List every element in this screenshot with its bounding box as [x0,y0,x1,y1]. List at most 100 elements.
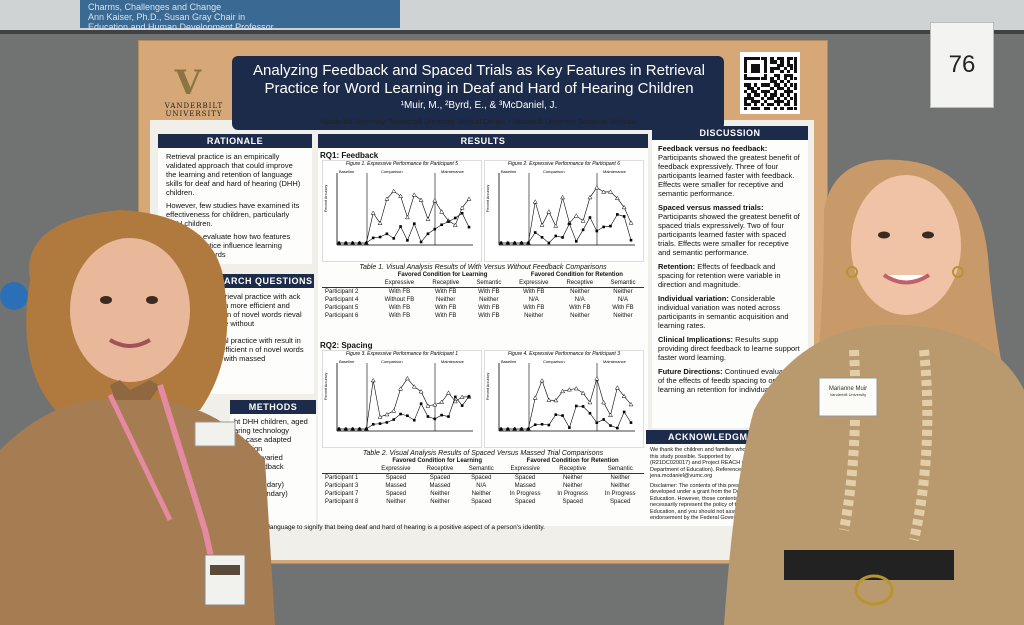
series-marker [446,390,451,395]
discussion-heading: DISCUSSION [652,126,808,140]
qr-module [767,90,771,94]
discussion-item-title: Retention: [658,262,696,271]
table-column-header: Receptive [418,465,462,474]
table-cell: Massed [385,483,407,489]
series-marker [602,225,605,229]
series-marker [425,403,431,408]
qr-module [750,86,754,90]
qr-module [744,70,748,74]
series-marker [439,209,445,214]
series-marker [411,192,417,197]
qr-module [763,66,768,71]
series-marker [440,413,443,417]
series-marker [614,195,620,201]
qr-module [770,80,774,84]
phase-label: Maintenance [441,359,465,364]
series-marker [540,422,544,426]
discussion-item: Individual variation: Considerable indiv… [658,294,802,330]
qr-module [793,76,797,81]
table-cell: Neither [430,491,450,497]
table-row: Participant 2 With FB With FB With FB With F… [322,288,644,297]
series-marker [601,400,607,405]
discussion-item-title: Spaced versus massed trials: [658,203,764,212]
series-marker [506,241,510,245]
qr-module [770,86,774,90]
qr-module [744,103,748,107]
qr-module [767,96,771,100]
table-cell: Neither [471,491,491,497]
qr-module [773,106,777,110]
qr-module [786,60,791,64]
series-marker [370,377,376,383]
series-marker [377,220,383,225]
qr-module [786,63,791,67]
series-marker [499,241,503,245]
y-axis-label: Percent Accuracy [324,185,328,212]
series-marker [621,393,627,399]
phase-label: Comparison [381,359,403,364]
series-marker [426,415,430,418]
figure-4-caption: Figure 4. Expressive Performance for Par… [508,351,620,357]
series-marker [546,397,552,402]
discussion-item-text: Participants showed the greatest benefit… [658,212,800,257]
qr-module [760,57,764,61]
qr-module [744,76,748,81]
series-marker [621,204,627,210]
screen-line: Charms, Challenges and Change [88,2,222,12]
series-marker [533,423,537,427]
series-line [339,212,470,244]
qr-module [750,66,754,71]
qr-module [750,70,754,74]
qr-module [773,66,777,71]
table-cell: Neither [613,289,633,295]
qr-module [777,99,781,104]
series-marker [384,411,390,417]
qr-module [753,90,758,94]
qr-module [757,86,761,90]
qr-module [777,66,781,71]
series-marker [371,236,375,240]
table-cell: Neither [430,499,450,505]
table-column-header: Expressive [373,465,419,474]
qr-module [790,76,794,81]
qr-module [790,73,794,77]
series-marker [419,240,423,244]
qr-module [780,86,784,90]
table-cell: Spaced [385,491,407,497]
qr-module [753,103,758,107]
series-marker [539,222,545,227]
phase-label: Baseline [501,169,517,174]
qr-code-icon [740,52,800,114]
series-marker [622,215,626,218]
qr-module [777,96,781,100]
discussion-item-text: Results supp providing direct feedback t… [658,335,800,362]
table-1: Table 1. Visual Analysis Results of With… [322,264,644,320]
qr-module [793,96,797,100]
table-cell: Neither [524,313,544,319]
series-marker [454,395,457,399]
series-marker [378,422,382,425]
series-marker [344,427,348,431]
series-marker [574,404,578,408]
qr-module [786,99,791,104]
qr-module [753,70,758,74]
series-marker [452,222,458,227]
table-cell: With FB [388,289,411,295]
qr-module [763,106,768,110]
qr-module [780,57,784,61]
series-marker [520,241,523,245]
table-cell: Neither [570,289,590,295]
poster-number-card: 76 [930,22,994,108]
series-marker [587,399,593,405]
table-cell: Neither [562,475,583,481]
discussion-item-text: Participants showed the greatest benefit… [658,153,800,198]
table-cell: Spaced [514,475,536,481]
table-group-header: Favored Condition for Retention [526,458,619,464]
series-marker [365,427,368,431]
qr-module [760,90,764,94]
qr-module [793,86,797,90]
table-row: Participant 5 With FB With FB With FB With F… [322,304,644,312]
discussion-item: Spaced versus massed trials: Participant… [658,203,802,257]
table-cell: Spaced [385,475,407,481]
table-cell: Spaced [514,499,536,505]
